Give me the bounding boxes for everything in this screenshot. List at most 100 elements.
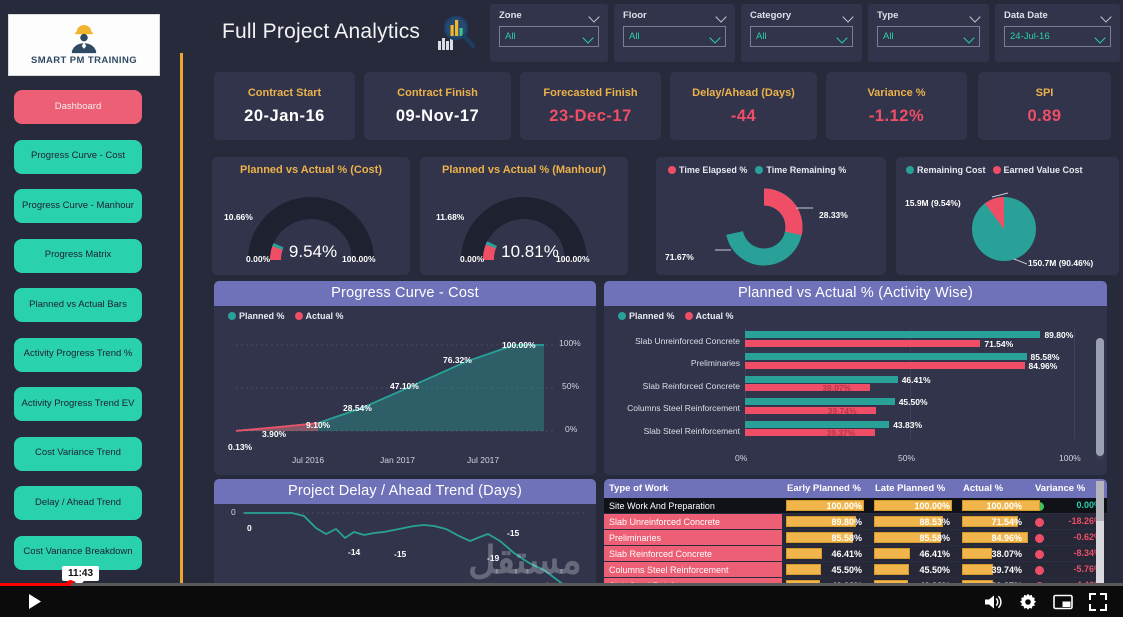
fullscreen-icon <box>1089 592 1107 611</box>
chevron-down-icon[interactable] <box>584 34 593 40</box>
kpi-label: Variance % <box>867 86 926 99</box>
chevron-down-icon[interactable] <box>965 34 974 40</box>
legend-time-donut: Time Elapsed % Time Remaining % <box>656 157 886 175</box>
table-row[interactable]: Columns Steel Reinforcement 45.50% 45.50% 3… <box>604 561 1107 578</box>
legend-item: Earned Value Cost <box>992 165 1083 175</box>
table-row[interactable]: Site Work And Preparation 100.00% 100.00% 1… <box>604 498 1107 514</box>
settings-button[interactable] <box>1019 593 1037 611</box>
sidebar-item-cost-variance-breakdown[interactable]: Cost Variance Breakdown <box>14 535 142 570</box>
slicer-type[interactable]: Type All <box>868 4 989 62</box>
bar-actual[interactable] <box>745 429 875 437</box>
slicer-label: Category <box>750 10 792 21</box>
chart-magnifier-icon <box>438 15 475 50</box>
legend-item: Actual % <box>684 311 734 321</box>
sidebar-item-delay-ahead-trend[interactable]: Delay / Ahead Trend <box>14 486 142 520</box>
cell-early: 100.00% <box>782 498 870 514</box>
gridline <box>909 327 911 439</box>
play-button[interactable] <box>26 593 43 610</box>
bar-planned[interactable] <box>745 353 1027 361</box>
volume-button[interactable] <box>983 593 1003 611</box>
miniplayer-icon <box>1053 594 1073 609</box>
sidebar-item-planned-vs-actual-bars[interactable]: Planned vs Actual Bars <box>14 288 142 322</box>
cell-late: 46.41% <box>870 545 958 562</box>
sidebar-item-dashboard[interactable]: Dashboard <box>14 90 142 124</box>
table-header-variance[interactable]: Variance % <box>1030 479 1107 498</box>
cell-value: 100.00% <box>914 500 950 511</box>
slicer-floor[interactable]: Floor All <box>614 4 735 62</box>
sidebar-item-progress-matrix[interactable]: Progress Matrix <box>14 238 142 273</box>
x-tick-jul2016: Jul 2016 <box>292 455 325 465</box>
chevron-down-icon[interactable] <box>1096 34 1105 40</box>
slicer-category[interactable]: Category All <box>741 4 862 62</box>
slicer-zone[interactable]: Zone All <box>490 4 608 62</box>
bar-planned[interactable] <box>745 331 1041 338</box>
cell-actual: 38.07% <box>958 545 1030 562</box>
chevron-down-icon[interactable] <box>711 34 720 40</box>
chevron-down-icon[interactable] <box>844 13 853 19</box>
cell-value: 88.53% <box>919 516 950 527</box>
slicer-data-date[interactable]: Data Date 24-Jul-16 <box>995 4 1120 62</box>
chevron-down-icon[interactable] <box>1102 13 1111 19</box>
kpi-value: 23-Dec-17 <box>549 106 632 125</box>
cell-actual: 84.96% <box>958 529 1030 546</box>
cell-variance: -0.62% <box>1030 529 1107 546</box>
dl-n15a: -15 <box>394 549 407 559</box>
header: Full Project Analytics Zone All Floor All Ca… <box>190 0 1123 68</box>
table-row[interactable]: Slab Unreinforced Concrete 89.80% 88.53% 71… <box>604 513 1107 530</box>
bar-planned[interactable] <box>745 398 895 406</box>
table-header-type-of-work[interactable]: Type of Work <box>604 479 782 498</box>
slicer-dropdown[interactable]: 24-Jul-16 <box>1004 26 1111 47</box>
variance-value: -8.34% <box>1073 548 1102 558</box>
slicer-value: All <box>629 31 640 42</box>
slicer-value: 24-Jul-16 <box>1010 31 1050 42</box>
bar-actual[interactable] <box>745 339 981 347</box>
panel-time-donut: Time Elapsed % Time Remaining % 28.33% 7… <box>656 157 886 275</box>
table-scrollbar[interactable] <box>1096 481 1104 597</box>
chevron-down-icon[interactable] <box>971 13 980 19</box>
bar-actual[interactable] <box>745 362 1025 369</box>
slicer-dropdown[interactable]: All <box>750 26 853 47</box>
gauge-planned-label: 10.66% <box>224 212 253 222</box>
cell-value: 39.74% <box>991 564 1022 575</box>
sidebar-item-cost-variance-trend[interactable]: Cost Variance Trend <box>14 436 142 471</box>
kpi-value: -44 <box>730 106 757 125</box>
sidebar-item-progress-curve-cost[interactable]: Progress Curve - Cost <box>14 139 142 174</box>
cell-value: 45.50% <box>831 564 862 575</box>
chevron-down-icon[interactable] <box>590 13 599 19</box>
slicer-dropdown[interactable]: All <box>623 26 726 47</box>
chevron-down-icon[interactable] <box>838 34 847 40</box>
variance-value: -5.76% <box>1073 564 1102 574</box>
bar-actual[interactable] <box>745 384 871 392</box>
bar-planned[interactable] <box>745 375 898 383</box>
slicer-dropdown[interactable]: All <box>499 26 599 47</box>
table-header-actual[interactable]: Actual % <box>958 479 1030 498</box>
bar-value-label: 71.54% <box>984 338 1014 349</box>
table-header-early-planned[interactable]: Early Planned % <box>782 479 870 498</box>
table-row[interactable]: Slab Reinforced Concrete 46.41% 46.41% 38.0… <box>604 545 1107 562</box>
bar-actual[interactable] <box>745 406 876 414</box>
chart-scrollbar[interactable] <box>1096 338 1104 460</box>
table-header-late-planned[interactable]: Late Planned % <box>870 479 958 498</box>
cell-value: 46.41% <box>919 548 950 559</box>
gauge-min-label: 0.00% <box>246 254 271 264</box>
sidebar-item-activity-progress-trend-ev[interactable]: Activity Progress Trend EV <box>14 387 142 421</box>
video-time-tooltip: 11:43 <box>62 566 100 586</box>
table-row[interactable]: Preliminaries 85.58% 85.58% 84.96% -0.62% <box>604 529 1107 546</box>
cell-work: Columns Steel Reinforcement <box>604 561 782 578</box>
sidebar-item-activity-progress-trend[interactable]: Activity Progress Trend % <box>14 337 142 372</box>
dl-n19: -19 <box>487 553 500 563</box>
bar-planned[interactable] <box>745 420 890 428</box>
fullscreen-button[interactable] <box>1089 592 1107 611</box>
gauge-value-manhour: 10.81% <box>501 242 559 261</box>
cell-value: 46.41% <box>831 548 862 559</box>
miniplayer-button[interactable] <box>1053 594 1073 610</box>
gauge-min-label: 0.00% <box>460 254 485 264</box>
slicer-dropdown[interactable]: All <box>877 26 980 47</box>
sidebar-item-progress-curve-manhour[interactable]: Progress Curve - Manhour <box>14 189 142 223</box>
x-tick-jan2017: Jan 2017 <box>380 455 415 465</box>
video-progress-track[interactable] <box>0 583 1123 586</box>
chevron-down-icon[interactable] <box>717 13 726 19</box>
dl-76-32: 76.32% <box>443 355 472 365</box>
cost-pie-chart <box>972 192 1036 265</box>
panel-title: Progress Curve - Cost <box>214 281 596 306</box>
